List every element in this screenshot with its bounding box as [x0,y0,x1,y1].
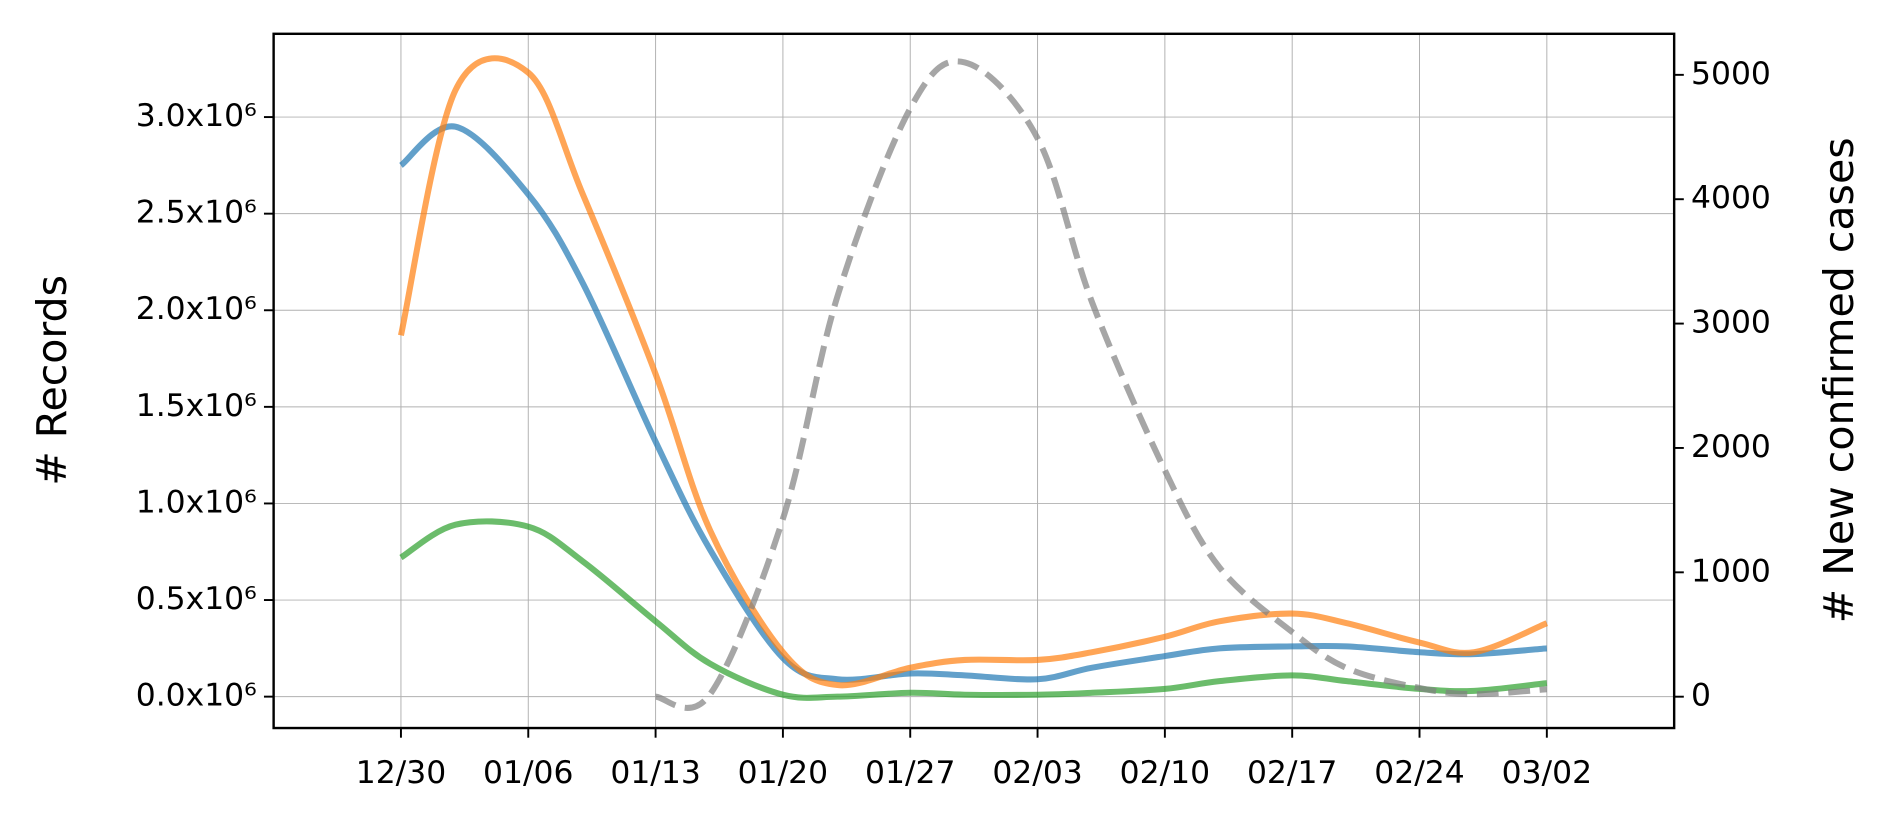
y-tick-label: 1.5x10⁶ [136,388,257,424]
x-tick-label: 02/10 [1120,755,1210,791]
y2-tick-label: 0 [1691,678,1711,714]
y2-tick-label: 3000 [1691,305,1771,341]
y-tick-label: 0.0x10⁶ [136,678,257,714]
series-line [398,123,1548,683]
x-tick-label: 01/06 [483,755,573,791]
y2-tick-label: 5000 [1691,56,1771,92]
y2-tick-label: 1000 [1691,553,1771,589]
y-tick-label: 2.5x10⁶ [136,195,257,231]
x-tick-label: 02/17 [1247,755,1337,791]
x-tick-label: 02/03 [992,755,1082,791]
series-line [399,518,1548,701]
x-tick-label: 01/27 [865,755,955,791]
y2-tick-label: 2000 [1691,429,1771,465]
y-tick-label: 0.5x10⁶ [136,581,257,617]
x-tick-label: 01/20 [738,755,828,791]
series-line [398,55,1549,689]
y-axis-title: # Records [28,275,76,486]
x-tick-label: 02/24 [1374,755,1464,791]
x-tick-label: 01/13 [610,755,700,791]
y-tick-label: 3.0x10⁶ [136,98,257,134]
x-tick-label: 03/02 [1502,755,1592,791]
y-tick-label: 1.0x10⁶ [136,484,257,520]
x-tick-label: 12/30 [356,755,446,791]
y2-tick-label: 4000 [1691,180,1771,216]
plot-frame [272,32,1676,730]
y-tick-label: 2.0x10⁶ [136,291,257,327]
y2-axis-title: # New confirmed cases [1815,137,1863,623]
series-line [655,58,1548,711]
